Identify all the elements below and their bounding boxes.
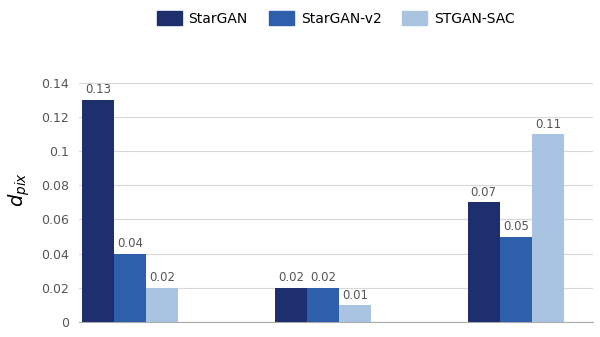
Bar (339, 305, 371, 322)
Text: 0.01: 0.01 (342, 288, 368, 302)
Bar (146, 288, 178, 322)
Text: 0.02: 0.02 (278, 271, 304, 284)
Bar (275, 288, 307, 322)
Bar (307, 288, 339, 322)
Text: 0.07: 0.07 (471, 186, 497, 199)
Legend: StarGAN, StarGAN-v2, STGAN-SAC: StarGAN, StarGAN-v2, STGAN-SAC (151, 6, 520, 31)
Bar (467, 203, 500, 322)
Bar (500, 237, 532, 322)
Text: 0.05: 0.05 (503, 220, 529, 233)
Y-axis label: $d_{pix}$: $d_{pix}$ (7, 172, 32, 207)
Text: 0.02: 0.02 (149, 271, 175, 284)
Bar (82, 100, 114, 322)
Text: 0.04: 0.04 (117, 237, 143, 250)
Text: 0.02: 0.02 (310, 271, 336, 284)
Text: 0.11: 0.11 (535, 118, 561, 131)
Bar (532, 134, 564, 322)
Bar (114, 254, 146, 322)
Text: 0.13: 0.13 (85, 83, 111, 96)
